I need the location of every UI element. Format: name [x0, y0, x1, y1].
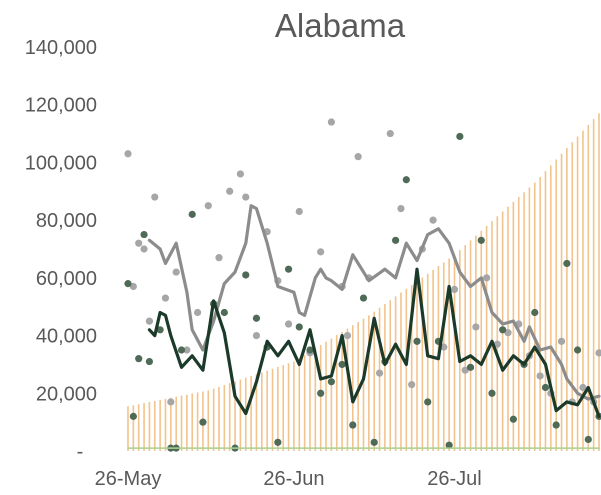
data-point — [359, 294, 368, 302]
data-point — [408, 381, 416, 389]
data-point — [424, 398, 432, 406]
data-point — [349, 421, 357, 429]
y-tick-label: - — [77, 441, 84, 463]
data-point — [236, 170, 244, 178]
data-point — [531, 308, 539, 317]
data-point — [156, 326, 164, 334]
data-point — [483, 274, 491, 282]
data-point — [151, 193, 159, 201]
data-point — [327, 378, 335, 386]
data-point — [252, 314, 261, 322]
y-tick-label: 80,000 — [36, 210, 97, 232]
data-point — [429, 216, 437, 224]
data-point — [295, 323, 303, 331]
data-point — [466, 363, 475, 371]
y-tick-label: 100,000 — [25, 152, 97, 174]
data-point — [392, 236, 400, 244]
data-point — [595, 349, 601, 357]
data-point — [295, 207, 303, 216]
data-point — [172, 268, 180, 276]
data-point — [317, 248, 325, 256]
data-point — [145, 317, 154, 325]
data-point — [135, 355, 143, 363]
data-point — [327, 118, 335, 126]
data-point — [124, 280, 132, 288]
data-point — [386, 129, 394, 138]
data-point — [413, 337, 421, 345]
data-point — [188, 210, 196, 218]
data-point — [124, 150, 132, 158]
data-point — [461, 366, 469, 374]
data-point — [161, 294, 170, 302]
bar-layer — [127, 113, 600, 451]
chart-title: Alabama — [275, 7, 406, 44]
data-point — [563, 259, 571, 268]
data-point — [317, 389, 325, 397]
data-point — [306, 346, 314, 354]
data-point — [252, 331, 261, 340]
data-point — [541, 383, 550, 392]
data-point — [167, 398, 175, 406]
data-point — [536, 372, 544, 380]
series-line — [147, 267, 601, 418]
data-point — [284, 265, 293, 273]
data-point — [183, 346, 191, 354]
series-layer — [124, 118, 601, 452]
data-point — [445, 441, 453, 449]
data-point — [145, 357, 154, 366]
data-point — [375, 369, 384, 377]
x-tick-label: 26-May — [95, 468, 162, 490]
data-point — [220, 308, 228, 317]
data-point — [199, 418, 207, 426]
data-point — [557, 337, 566, 345]
y-tick-label: 40,000 — [36, 326, 97, 348]
x-axis: 26-May 26-Jun 26-Jul — [95, 468, 482, 490]
data-point — [397, 205, 405, 213]
data-point — [584, 435, 592, 444]
data-point — [472, 323, 480, 331]
y-tick-label: 20,000 — [36, 383, 97, 405]
data-point — [140, 245, 148, 253]
data-point — [354, 153, 362, 161]
data-point — [226, 187, 234, 195]
data-point — [579, 383, 587, 392]
data-point — [135, 239, 143, 247]
data-point — [456, 132, 464, 141]
data-point — [242, 193, 250, 201]
data-point — [177, 346, 186, 354]
data-point — [573, 346, 582, 354]
data-point — [477, 236, 485, 244]
series-line — [147, 204, 601, 401]
x-tick-label: 26-Jul — [427, 468, 481, 490]
data-point — [343, 331, 352, 340]
y-axis: - 20,000 40,000 60,000 80,000 100,000 120,000 1… — [25, 37, 97, 463]
data-point — [402, 176, 410, 184]
data-point — [274, 438, 282, 446]
data-point — [493, 340, 501, 348]
data-point — [242, 271, 250, 279]
data-point — [193, 308, 202, 317]
y-tick-label: 120,000 — [25, 95, 97, 117]
data-point — [204, 202, 212, 210]
data-point — [129, 282, 137, 291]
data-point — [129, 412, 137, 420]
data-point — [450, 285, 459, 293]
data-point — [215, 254, 223, 262]
data-point — [284, 320, 293, 328]
y-tick-label: 140,000 — [25, 37, 97, 59]
data-point — [488, 389, 496, 397]
y-tick-label: 60,000 — [36, 268, 97, 290]
x-tick-label: 26-Jun — [263, 468, 324, 490]
data-point — [552, 421, 560, 429]
data-point — [509, 415, 517, 423]
data-point — [370, 438, 378, 446]
data-point — [499, 326, 507, 334]
data-point — [504, 329, 512, 337]
data-point — [140, 230, 148, 239]
data-point — [338, 360, 346, 369]
